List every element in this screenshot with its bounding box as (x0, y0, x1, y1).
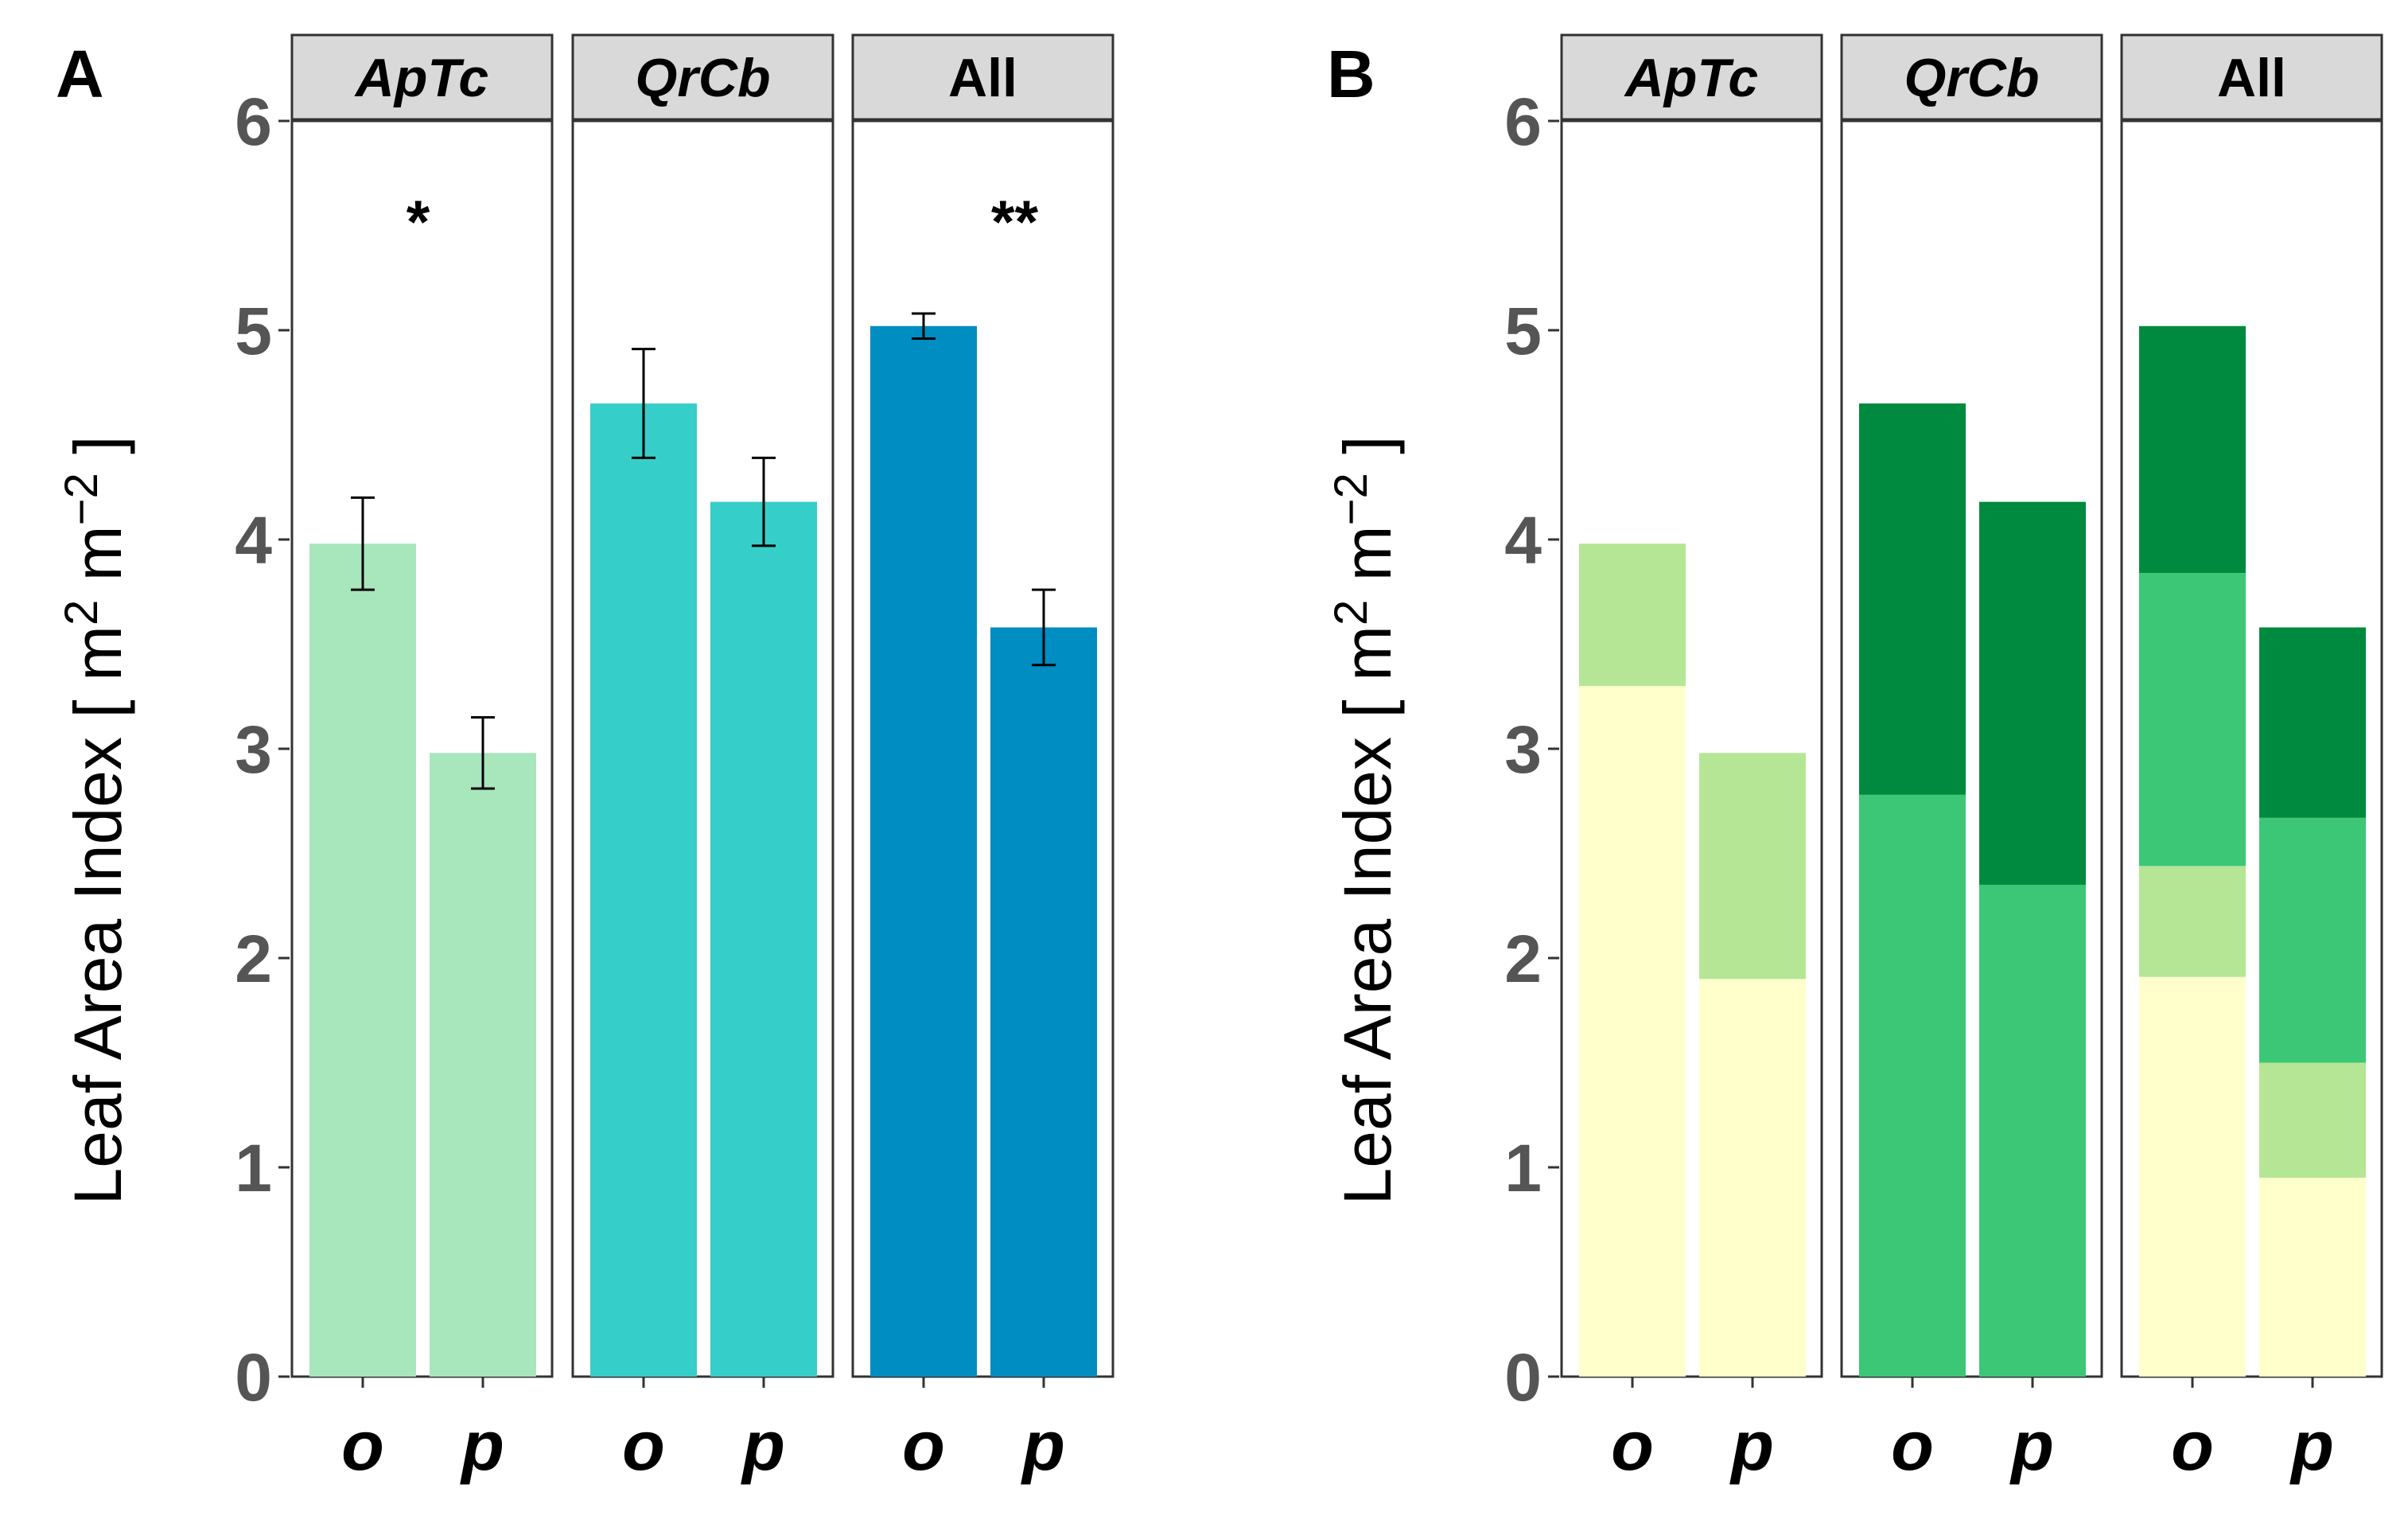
stack-segment-aptc-o-0 (1579, 686, 1686, 1377)
bar-qrcb-o (590, 403, 697, 1377)
y-tick-label: 1 (1504, 1131, 1542, 1206)
stack-segment-all-o-3 (2139, 325, 2246, 574)
stack-segment-all-p-1 (2259, 1062, 2366, 1178)
stack-segment-all-o-2 (2139, 573, 2246, 867)
facet-strip-label: ApTc (1624, 48, 1758, 108)
stack-segment-all-p-3 (2259, 627, 2366, 818)
x-tick-label: o (902, 1406, 945, 1485)
facet-strip-label: QrCb (636, 48, 771, 108)
bar-aptc-o (309, 543, 416, 1377)
stack-segment-aptc-p-0 (1699, 979, 1806, 1377)
bar-all-p (990, 627, 1097, 1377)
panel-letter: A (56, 37, 104, 111)
facet-strip-label: QrCb (1904, 48, 2040, 108)
y-tick-label: 5 (1504, 294, 1542, 368)
stack-segment-aptc-p-1 (1699, 753, 1806, 980)
facet-aptc: ApTc o p (1560, 33, 1823, 1485)
stack-segment-qrcb-o-3 (1859, 403, 1966, 795)
stack-segment-all-o-1 (2139, 866, 2246, 977)
y-tick-label: 2 (235, 921, 272, 996)
facet-strip (2120, 33, 2383, 121)
y-tick-label: 2 (1504, 921, 1542, 996)
y-tick-label: 3 (235, 712, 272, 787)
stack-segment-qrcb-o-2 (1859, 794, 1966, 1377)
panel-letter: B (1327, 37, 1375, 111)
stack-segment-all-p-0 (2259, 1178, 2366, 1377)
y-axis-label: Leaf Area Index [ m2 m−2 ] (1325, 436, 1405, 1206)
x-tick-label: p (741, 1406, 785, 1485)
facet-strip-label: All (2217, 48, 2286, 108)
y-tick-label: 3 (1504, 712, 1542, 787)
x-tick-label: p (460, 1406, 504, 1485)
y-tick-label: 6 (235, 84, 272, 159)
y-axis-label: Leaf Area Index [ m2 m−2 ] (56, 436, 135, 1206)
x-tick-label: p (1729, 1406, 1774, 1485)
bar-aptc-p (430, 753, 536, 1377)
facet-all: All o p ** (851, 33, 1115, 1485)
y-tick-label: 6 (1504, 84, 1542, 159)
x-tick-label: p (2289, 1406, 2334, 1485)
facet-strip (851, 33, 1115, 121)
x-tick-label: o (1891, 1406, 1934, 1485)
facet-strip (1560, 33, 1823, 121)
stack-segment-aptc-o-1 (1579, 543, 1686, 687)
significance-marker: ** (991, 189, 1039, 256)
facet-aptc: ApTc o p * (290, 33, 554, 1485)
stack-segment-qrcb-p-2 (1979, 884, 2086, 1377)
facet-strip (290, 33, 554, 121)
y-tick-label: 4 (1504, 503, 1542, 578)
bar-qrcb-p (710, 501, 817, 1377)
x-tick-label: p (1021, 1406, 1065, 1485)
y-tick-label: 1 (235, 1131, 272, 1206)
stack-segment-qrcb-p-3 (1979, 501, 2086, 885)
facet-strip (1840, 33, 2103, 121)
significance-marker: * (407, 189, 430, 256)
facet-strip-label: ApTc (354, 48, 488, 108)
stack-segment-all-o-0 (2139, 976, 2246, 1377)
stack-segment-all-p-2 (2259, 817, 2366, 1063)
facet-qrcb: QrCb o p (1840, 33, 2103, 1485)
x-tick-label: o (622, 1406, 665, 1485)
y-tick-label: 4 (235, 503, 272, 578)
x-tick-label: o (341, 1406, 384, 1485)
facet-strip (571, 33, 834, 121)
x-tick-label: o (1611, 1406, 1654, 1485)
facet-all: All o p (2120, 33, 2383, 1485)
facet-strip-label: All (948, 48, 1017, 108)
x-tick-label: o (2171, 1406, 2214, 1485)
x-tick-label: p (2009, 1406, 2054, 1485)
bar-all-o (870, 325, 977, 1377)
y-tick-label: 0 (235, 1340, 272, 1415)
facet-qrcb: QrCb o p (571, 33, 834, 1485)
y-tick-label: 5 (235, 294, 272, 368)
y-tick-label: 0 (1504, 1340, 1542, 1415)
